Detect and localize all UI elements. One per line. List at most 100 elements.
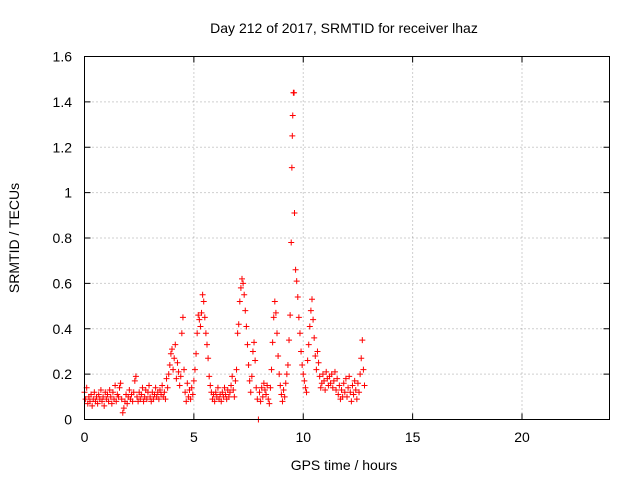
data-point [321,377,328,384]
data-point [235,321,242,328]
data-point [232,377,239,384]
data-point [211,398,218,405]
data-point [288,239,295,246]
data-point [239,275,245,282]
data-series [81,89,368,423]
y-tick-label: 0.2 [53,366,73,382]
data-point [252,357,259,364]
axis-ticks [84,56,610,420]
data-point [264,382,271,389]
data-point [316,373,323,380]
data-point [106,387,113,394]
data-point [322,387,329,394]
data-point [131,377,138,384]
data-point [279,398,286,405]
data-point [140,398,147,405]
x-tick-label: 10 [295,429,311,445]
data-point [359,337,366,344]
data-point [242,307,249,314]
data-point [143,396,150,403]
data-point [346,373,353,380]
y-tick-label: 1.4 [53,94,73,110]
data-point [152,384,159,391]
data-point [319,371,326,378]
data-point [268,366,275,373]
y-tick-label: 0.4 [53,321,73,337]
data-point [188,384,195,391]
data-point [222,391,229,398]
data-point [82,396,89,403]
data-point [257,398,264,405]
data-point [266,400,273,407]
data-point [97,387,104,394]
data-point [171,355,178,362]
data-point [348,398,355,405]
data-point [246,377,253,384]
data-point [199,291,206,298]
data-point [191,366,198,373]
data-point [138,391,145,398]
data-point [340,380,347,387]
y-tick-label: 0 [64,412,72,428]
data-point [265,396,272,403]
data-point [207,382,214,389]
data-point [132,373,139,380]
chart-title: Day 212 of 2017, SRMTID for receiver lha… [210,20,478,36]
data-point [289,112,296,119]
data-point [233,366,240,373]
data-point [177,373,184,380]
data-point [295,314,302,321]
data-point [256,389,263,396]
x-tick-label: 20 [514,429,530,445]
data-point [212,389,219,396]
data-point [331,368,338,375]
data-point [288,164,295,171]
data-point [350,391,357,398]
data-point [99,398,105,405]
data-point [361,382,368,389]
data-point [107,393,114,400]
y-tick-label: 1.6 [53,49,73,65]
data-point [291,210,298,217]
data-point [164,384,171,391]
data-point [139,384,146,391]
data-point [204,341,210,348]
data-point [197,323,204,330]
data-point [286,337,293,344]
data-point [91,389,98,396]
data-point [241,291,248,298]
data-point [172,341,179,348]
data-point [221,384,228,391]
data-point [281,393,288,400]
data-point [214,384,221,391]
data-point [155,396,162,403]
data-point [334,375,341,382]
data-point [353,396,360,403]
data-point [176,382,183,389]
data-point [225,393,232,400]
data-point [237,284,244,291]
data-point [309,296,315,303]
data-point [284,362,291,369]
data-point [104,391,111,398]
data-point [118,396,125,403]
data-point [328,371,335,378]
data-point [234,330,241,337]
data-point [196,316,203,323]
data-point [116,384,123,391]
data-point [174,359,181,366]
data-point [282,380,289,387]
data-point [179,314,186,321]
data-point [301,377,308,384]
data-point [120,405,127,412]
data-point [159,382,166,389]
data-point [243,323,250,330]
data-point [249,348,256,355]
data-point [86,398,93,405]
data-point [206,373,213,380]
data-point [280,387,287,394]
data-point [89,402,96,409]
data-point [302,384,309,391]
